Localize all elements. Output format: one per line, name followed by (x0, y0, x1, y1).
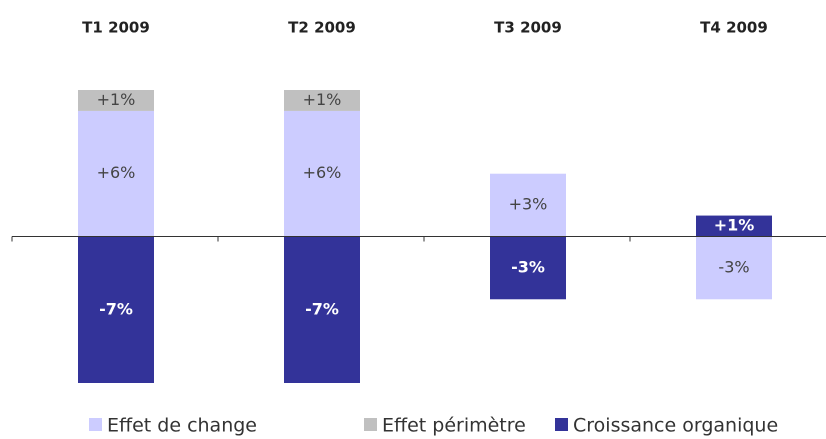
category-label: T1 2009 (82, 19, 150, 37)
legend-label: Effet périmètre (382, 415, 526, 437)
bar-segment (696, 215, 772, 237)
legend-label: Croissance organique (573, 415, 778, 437)
legend-swatch (89, 418, 102, 431)
value-label: +6% (303, 163, 342, 182)
value-label: +3% (509, 195, 548, 214)
category-label: T3 2009 (494, 19, 562, 37)
legend-label: Effet de change (107, 415, 257, 437)
value-label: -7% (99, 299, 133, 318)
value-label: +1% (97, 90, 136, 109)
category-label: T2 2009 (288, 19, 356, 37)
value-label: +1% (714, 216, 755, 235)
bar-segment (78, 110, 154, 237)
bar-segment (78, 90, 154, 111)
value-label: +6% (97, 163, 136, 182)
value-label: -3% (718, 257, 749, 276)
value-label: -3% (511, 257, 545, 276)
bar-segment (284, 110, 360, 237)
category-label: T4 2009 (700, 19, 768, 37)
bar-segment (490, 236, 566, 300)
bar-segment (490, 173, 566, 237)
legend-swatch (364, 418, 377, 431)
legend-swatch (555, 418, 568, 431)
bar-segment (284, 236, 360, 383)
bar-segment (696, 236, 772, 300)
value-label: -7% (305, 299, 339, 318)
bar-segment (284, 90, 360, 111)
value-label: +1% (303, 90, 342, 109)
bar-segment (78, 236, 154, 383)
